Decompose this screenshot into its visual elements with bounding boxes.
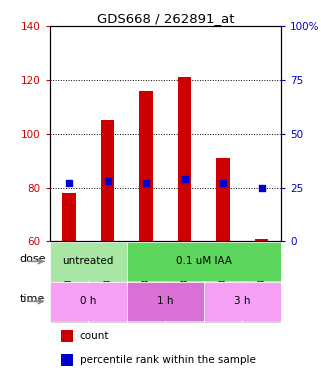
Title: GDS668 / 262891_at: GDS668 / 262891_at (97, 12, 234, 25)
Bar (139, 91, 153, 242)
Bar (216, 158, 230, 242)
Point (221, 180, 226, 186)
Bar (61, 354, 73, 366)
Bar (61, 330, 73, 342)
Text: untreated: untreated (63, 256, 114, 266)
Bar (50, 282, 127, 321)
Point (66, 180, 72, 186)
Text: 1 h: 1 h (157, 296, 174, 306)
Text: 0 h: 0 h (80, 296, 97, 306)
Point (105, 178, 110, 184)
Bar (255, 239, 268, 242)
Point (259, 184, 264, 190)
Text: count: count (80, 331, 109, 341)
Text: 3 h: 3 h (234, 296, 251, 306)
Bar (178, 77, 191, 242)
Bar (50, 242, 127, 280)
Bar (101, 120, 114, 242)
Bar (127, 242, 281, 280)
Text: 0.1 uM IAA: 0.1 uM IAA (176, 256, 232, 266)
Bar (204, 282, 281, 321)
Text: percentile rank within the sample: percentile rank within the sample (80, 355, 256, 365)
Text: dose: dose (20, 254, 46, 264)
Text: time: time (20, 294, 45, 304)
Bar (62, 193, 76, 242)
Point (143, 180, 149, 186)
Point (182, 176, 187, 182)
Bar (127, 282, 204, 321)
